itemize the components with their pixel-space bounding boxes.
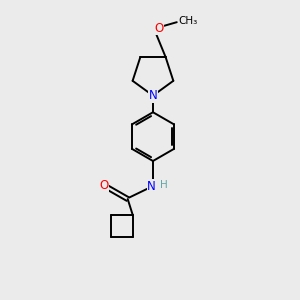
Text: O: O	[154, 22, 164, 34]
Text: N: N	[148, 89, 157, 102]
Text: CH₃: CH₃	[178, 16, 197, 26]
Text: H: H	[160, 180, 168, 190]
Text: N: N	[147, 180, 156, 193]
Text: O: O	[99, 178, 109, 192]
